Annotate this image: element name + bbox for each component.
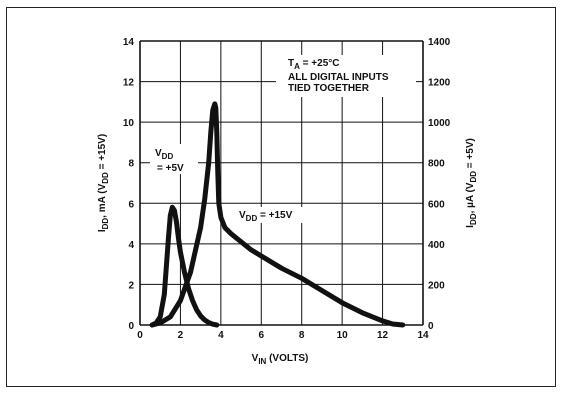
y-right-tick-label: 1200 — [428, 78, 451, 89]
y-left-axis-label: IDD, mA (VDD = +15V) — [97, 134, 110, 232]
x-axis-label: VIN (VOLTS) — [252, 353, 309, 366]
annotation-inputs-line2: TIED TOGETHER — [288, 83, 370, 94]
x-tick-label: 4 — [218, 330, 224, 341]
series-line-vdd-5v — [149, 204, 220, 328]
y-right-tick-label: 1000 — [428, 118, 451, 129]
series-15v-label: VDD = +15V — [239, 210, 293, 223]
chart-frame — [6, 7, 556, 387]
y-right-tick-label: 0 — [428, 321, 434, 332]
annotation-inputs-line1: ALL DIGITAL INPUTS — [288, 72, 389, 83]
x-tick-label: 10 — [337, 330, 349, 341]
x-tick-label: 12 — [377, 330, 389, 341]
y-left-tick-label: 4 — [128, 240, 134, 251]
series-5v-label: VDD — [155, 148, 173, 161]
y-right-axis-label: IDD, µA (VDD = +5V) — [465, 138, 478, 228]
y-left-tick-label: 14 — [123, 37, 135, 48]
y-right-tick-label: 1400 — [428, 37, 451, 48]
annotation-temperature: TA = +25°C — [288, 58, 339, 71]
x-tick-labels: 0 2 4 6 8 10 12 14 — [137, 330, 429, 341]
x-tick-label: 2 — [178, 330, 184, 341]
y-right-tick-label: 200 — [428, 280, 445, 291]
series-15v-label-backdrop — [234, 207, 312, 223]
x-tick-label: 14 — [417, 330, 429, 341]
annotation-backdrop — [276, 55, 416, 97]
series-5v-label-value: = +5V — [157, 163, 184, 174]
x-tick-label: 8 — [299, 330, 305, 341]
y-left-tick-label: 0 — [128, 321, 134, 332]
y-right-tick-labels: 0 200 400 600 800 1000 1200 1400 — [428, 37, 451, 332]
x-tick-label: 6 — [259, 330, 265, 341]
x-tick-label: 0 — [137, 330, 143, 341]
y-left-tick-label: 12 — [123, 78, 135, 89]
y-left-tick-labels: 0 2 4 6 8 10 12 14 — [123, 37, 135, 332]
y-right-tick-label: 400 — [428, 240, 445, 251]
series-curves — [149, 101, 406, 328]
y-left-tick-label: 6 — [128, 199, 134, 210]
y-left-tick-label: 2 — [128, 280, 134, 291]
series-5v-label-backdrop — [150, 144, 198, 174]
y-right-tick-label: 600 — [428, 199, 445, 210]
y-left-tick-label: 8 — [128, 159, 134, 170]
y-right-tick-label: 800 — [428, 159, 445, 170]
series-line-vdd-15v — [149, 101, 406, 328]
y-left-tick-label: 10 — [123, 118, 135, 129]
